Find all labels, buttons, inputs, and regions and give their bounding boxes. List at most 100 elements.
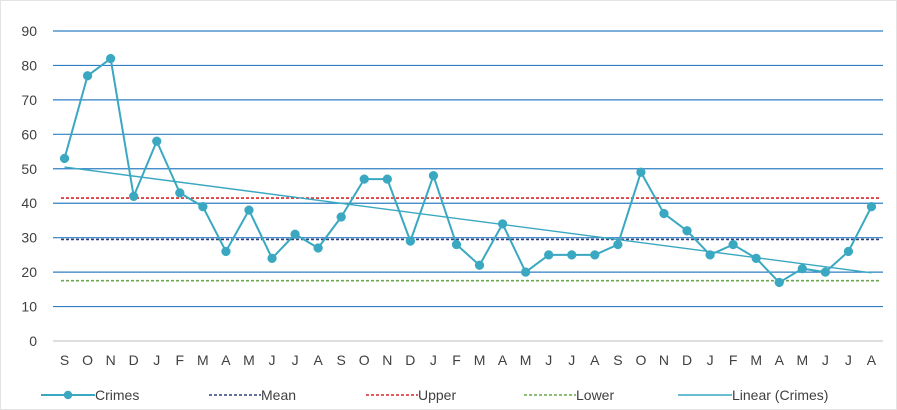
gridlines xyxy=(53,30,883,342)
crimes-point-7 xyxy=(221,246,231,257)
x-tick-label-18: M xyxy=(474,352,486,368)
crimes-point-12 xyxy=(336,212,346,222)
crimes-point-8 xyxy=(244,205,254,215)
x-tick-label-29: F xyxy=(729,352,738,368)
crimes-point-35 xyxy=(866,202,877,212)
linear-crimes-trendline xyxy=(64,166,872,274)
x-tick-label-12: S xyxy=(337,352,346,368)
legend-swatch-upper xyxy=(366,394,418,396)
legend-swatch-mean xyxy=(209,394,261,396)
crimes-point-18 xyxy=(474,260,485,270)
crimes-point-21 xyxy=(544,250,554,260)
crimes-point-33 xyxy=(820,267,831,277)
y-tick-label-20: 20 xyxy=(21,264,37,280)
legend-label-lower: Lower xyxy=(576,387,615,403)
x-tick-label-16: J xyxy=(430,352,437,368)
y-tick-label-0: 0 xyxy=(29,333,37,349)
crimes-point-30 xyxy=(751,253,761,263)
crimes-point-4 xyxy=(152,136,162,146)
x-tick-label-28: J xyxy=(707,352,714,368)
x-tick-label-0: S xyxy=(60,352,69,368)
legend-label-crimes: Crimes xyxy=(95,387,140,403)
x-tick-label-22: J xyxy=(568,352,575,368)
x-tick-label-7: A xyxy=(221,352,231,368)
legend-swatch-linear-crimes xyxy=(678,394,732,396)
y-tick-label-80: 80 xyxy=(21,57,37,73)
crimes-point-17 xyxy=(451,239,462,250)
x-tick-label-21: J xyxy=(545,352,552,368)
x-tick-label-27: D xyxy=(682,352,692,368)
legend-item-linear-crimes: Linear (Crimes) xyxy=(678,382,828,408)
legend-item-crimes: Crimes xyxy=(41,382,139,408)
y-tick-label-60: 60 xyxy=(21,126,37,142)
crimes-series xyxy=(59,53,877,288)
y-tick-label-30: 30 xyxy=(21,230,37,246)
crimes-point-34 xyxy=(843,246,854,257)
x-tick-label-15: D xyxy=(405,352,415,368)
x-tick-label-11: A xyxy=(313,352,323,368)
x-tick-label-1: O xyxy=(82,352,93,368)
x-tick-label-19: A xyxy=(498,352,508,368)
crimes-point-5 xyxy=(175,188,185,198)
x-tick-label-20: M xyxy=(520,352,532,368)
legend-item-mean: Mean xyxy=(209,382,296,408)
crimes-point-3 xyxy=(129,191,139,201)
crimes-point-26 xyxy=(659,208,669,219)
x-tick-label-10: J xyxy=(292,352,299,368)
x-tick-label-3: D xyxy=(129,352,139,368)
x-tick-label-32: M xyxy=(796,352,808,368)
legend-label-mean: Mean xyxy=(261,387,297,403)
crimes-point-6 xyxy=(198,202,208,212)
crimes-point-29 xyxy=(728,239,738,250)
crimes-point-19 xyxy=(497,219,508,229)
crimes-point-32 xyxy=(797,264,807,274)
crimes-point-20 xyxy=(520,267,531,277)
x-tick-label-17: F xyxy=(452,352,461,368)
legend-label-linear-crimes: Linear (Crimes) xyxy=(732,387,829,403)
crimes-point-15 xyxy=(405,236,416,246)
x-tick-label-24: S xyxy=(613,352,622,368)
crimes-point-28 xyxy=(705,250,715,260)
trendline xyxy=(64,166,872,274)
x-tick-label-8: M xyxy=(243,352,255,368)
y-tick-label-50: 50 xyxy=(21,161,37,177)
crimes-point-25 xyxy=(636,167,646,177)
x-tick-label-34: J xyxy=(845,352,852,368)
y-tick-label-10: 10 xyxy=(21,299,37,315)
crimes-point-22 xyxy=(567,250,577,260)
crimes-point-23 xyxy=(590,250,600,260)
y-tick-label-40: 40 xyxy=(21,195,37,211)
x-tick-label-9: J xyxy=(269,352,276,368)
crimes-point-0 xyxy=(59,153,70,164)
x-tick-label-31: A xyxy=(775,352,785,368)
crimes-point-24 xyxy=(613,239,623,250)
x-tick-label-35: A xyxy=(867,352,877,368)
crimes-point-31 xyxy=(774,277,784,288)
x-tick-label-13: O xyxy=(359,352,370,368)
x-tick-label-5: F xyxy=(176,352,185,368)
crimes-point-27 xyxy=(682,226,692,236)
y-axis-tick-labels: 0 10 20 30 40 50 60 70 80 90 xyxy=(21,23,37,349)
reference-lines xyxy=(61,197,879,282)
x-tick-label-6: M xyxy=(197,352,209,368)
crimes-point-10 xyxy=(290,229,300,239)
crimes-point-9 xyxy=(267,253,277,263)
legend-swatch-lower xyxy=(524,394,576,396)
crimes-point-13 xyxy=(359,174,369,184)
crimes-point-11 xyxy=(313,243,323,253)
x-tick-label-4: J xyxy=(153,352,160,368)
x-tick-label-33: J xyxy=(822,352,829,368)
crimes-point-2 xyxy=(105,53,116,64)
crimes-point-1 xyxy=(82,71,93,81)
legend-item-lower: Lower xyxy=(524,382,614,408)
crimes-point-14 xyxy=(382,174,392,184)
x-tick-label-25: O xyxy=(635,352,646,368)
y-tick-label-70: 70 xyxy=(21,92,37,108)
x-tick-label-30: M xyxy=(750,352,762,368)
crimes-line xyxy=(63,57,873,284)
x-tick-label-2: N xyxy=(106,352,116,368)
x-tick-label-23: A xyxy=(590,352,600,368)
